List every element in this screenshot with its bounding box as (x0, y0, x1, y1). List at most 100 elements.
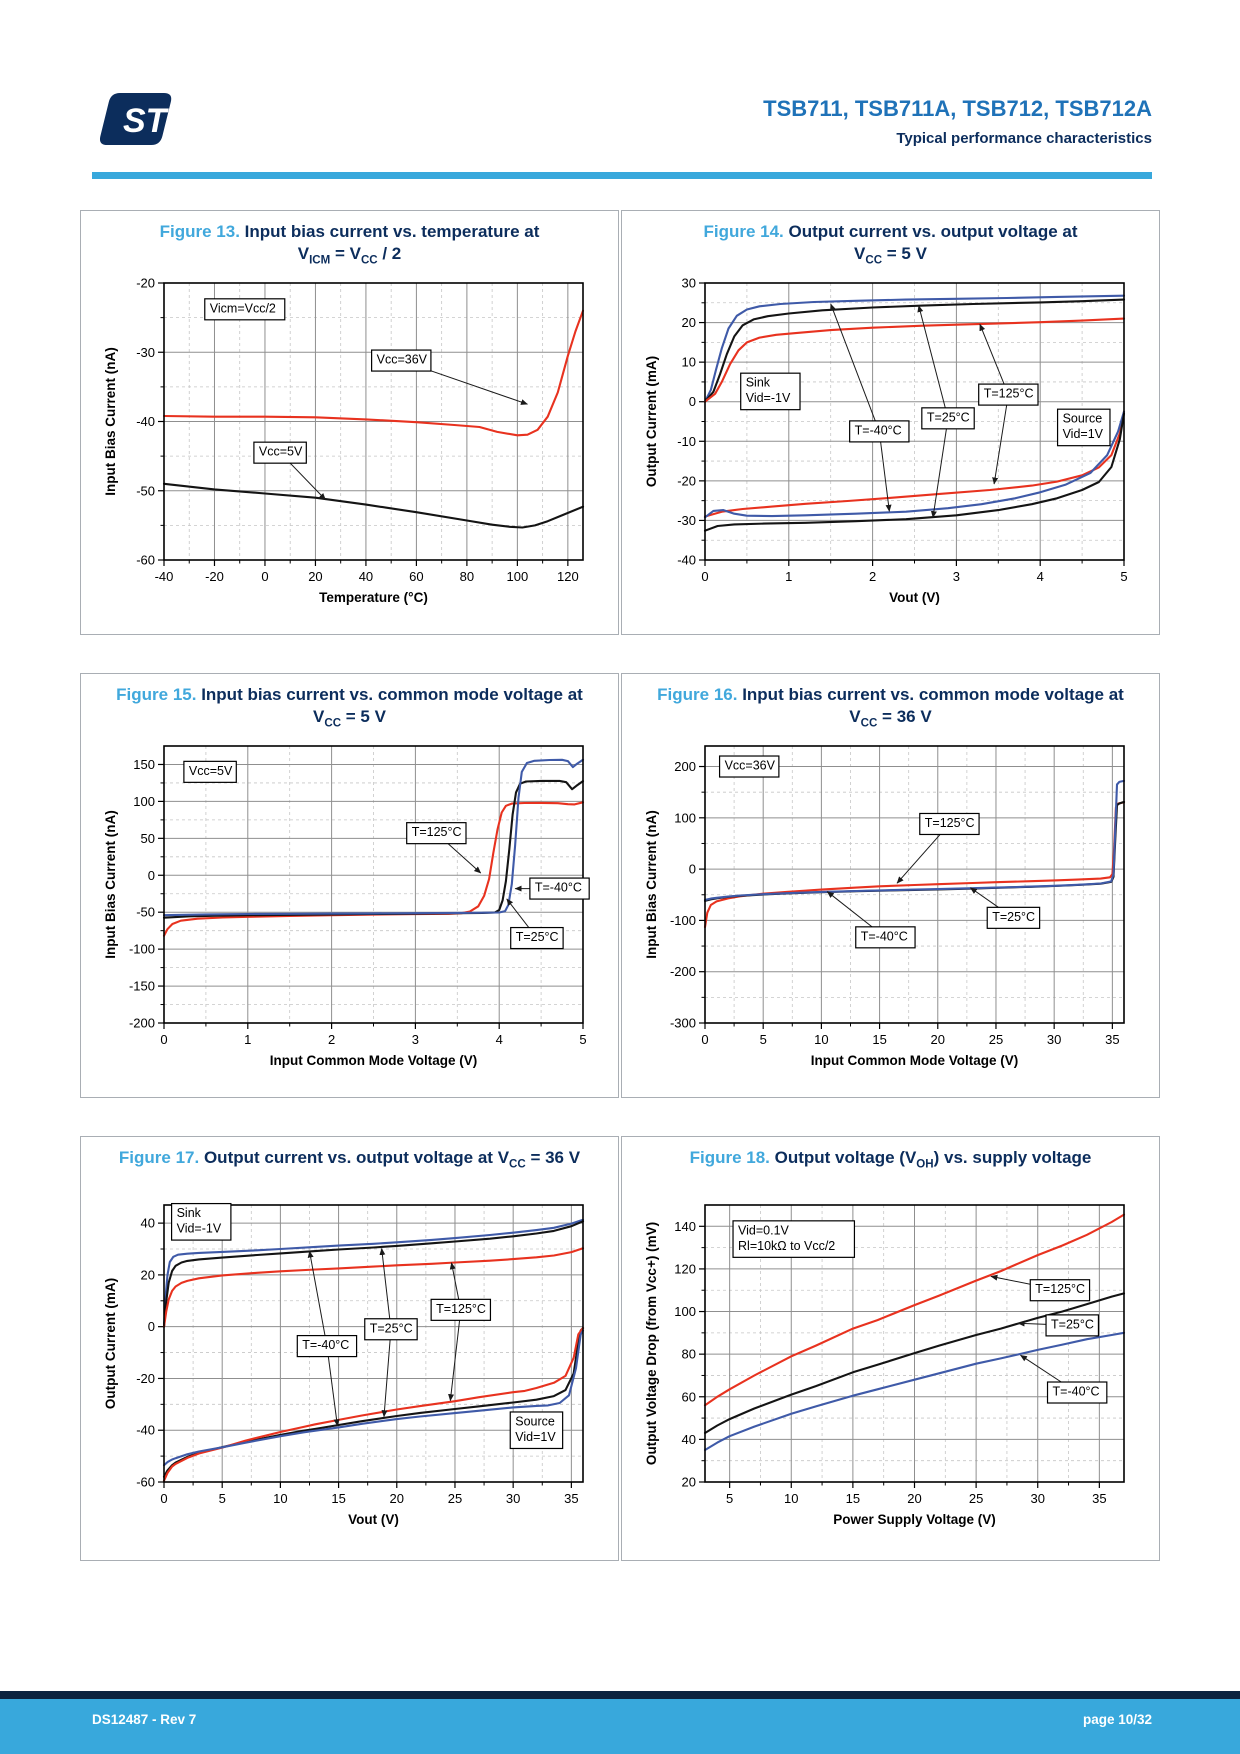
svg-text:-40: -40 (136, 414, 155, 429)
svg-text:-20: -20 (136, 1371, 155, 1386)
svg-text:35: 35 (1105, 1032, 1119, 1047)
svg-text:T=25°C: T=25°C (1051, 1317, 1094, 1331)
figure-13-title: Figure 13. Input bias current vs. temper… (160, 221, 540, 271)
figure-16-panel: Figure 16. Input bias current vs. common… (621, 673, 1160, 1098)
svg-text:Vout (V): Vout (V) (348, 1512, 399, 1527)
svg-text:0: 0 (261, 569, 268, 584)
svg-text:25: 25 (968, 1491, 982, 1506)
svg-text:4: 4 (495, 1032, 502, 1047)
svg-text:10: 10 (273, 1491, 287, 1506)
figure-14-chart: 0 1 2 3 4 5 30 20 10 0 -10 -20 -30 -40 Vout (V) Output … (641, 272, 1141, 615)
figure-14-title-text: Output current vs. output voltage at VCC … (783, 222, 1078, 267)
svg-text:100: 100 (674, 811, 696, 826)
svg-text:Vout (V): Vout (V) (889, 590, 940, 605)
svg-text:Input Bias Current (nA): Input Bias Current (nA) (103, 811, 118, 960)
svg-text:40: 40 (358, 569, 372, 584)
figure-18-title-text: Output voltage (VOH) vs. supply voltage (769, 1148, 1092, 1171)
svg-text:Output Current (mA): Output Current (mA) (103, 1278, 118, 1409)
svg-text:15: 15 (845, 1491, 859, 1506)
svg-text:Power Supply Voltage (V): Power Supply Voltage (V) (833, 1512, 996, 1527)
svg-text:T=125°C: T=125°C (411, 826, 461, 840)
st-logo: ST (99, 90, 174, 153)
svg-text:-50: -50 (136, 905, 155, 920)
figure-18-panel: Figure 18. Output voltage (VOH) vs. supp… (621, 1136, 1160, 1561)
svg-text:0: 0 (160, 1032, 167, 1047)
svg-text:Vid=-1V: Vid=-1V (745, 392, 790, 406)
svg-text:60: 60 (409, 569, 423, 584)
svg-text:150: 150 (133, 757, 155, 772)
svg-text:Rl=10kΩ to Vcc/2: Rl=10kΩ to Vcc/2 (738, 1239, 835, 1253)
figure-17-title: Figure 17. Output current vs. output vol… (119, 1147, 580, 1193)
svg-text:T=125°C: T=125°C (436, 1302, 486, 1316)
svg-text:-200: -200 (669, 965, 695, 980)
svg-text:-40: -40 (136, 1423, 155, 1438)
figures-grid: Figure 13. Input bias current vs. temper… (80, 210, 1160, 1561)
figure-18-label: Figure 18. (689, 1148, 770, 1167)
svg-text:Vid=1V: Vid=1V (515, 1430, 556, 1444)
svg-text:-40: -40 (677, 553, 696, 568)
svg-text:T=-40°C: T=-40°C (302, 1338, 349, 1352)
svg-text:T=-40°C: T=-40°C (534, 881, 581, 895)
svg-text:10: 10 (784, 1491, 798, 1506)
svg-text:0: 0 (147, 868, 154, 883)
figure-13-label: Figure 13. (159, 222, 240, 241)
svg-text:120: 120 (557, 569, 579, 584)
chart-canvas: -40 -20 0 20 40 60 80 100 120 -20 -30 -40 -50 -60 Temp… (103, 276, 584, 605)
svg-text:Source: Source (515, 1414, 555, 1428)
figure-13-chart: -40 -20 0 20 40 60 80 100 120 -20 -30 -40 -50 -60 Temp… (100, 272, 600, 615)
svg-text:Temperature (°C): Temperature (°C) (319, 590, 428, 605)
svg-text:Input Bias Current (nA): Input Bias Current (nA) (103, 348, 118, 497)
figure-17-panel: Figure 17. Output current vs. output vol… (80, 1136, 619, 1561)
svg-text:2: 2 (327, 1032, 334, 1047)
svg-text:Source: Source (1062, 412, 1102, 426)
chart-canvas: 0 1 2 3 4 5 30 20 10 0 -10 -20 -30 -40 Vout (V) Output … (644, 276, 1128, 606)
svg-text:80: 80 (459, 569, 473, 584)
svg-text:Vid=-1V: Vid=-1V (176, 1222, 221, 1236)
svg-text:T=25°C: T=25°C (926, 411, 969, 425)
svg-text:-50: -50 (136, 484, 155, 499)
figure-15-panel: Figure 15. Input bias current vs. common… (80, 673, 619, 1098)
document-subtitle: Typical performance characteristics (896, 130, 1152, 147)
svg-text:ST: ST (123, 102, 170, 140)
svg-text:20: 20 (140, 1267, 154, 1282)
svg-text:T=125°C: T=125°C (983, 387, 1033, 401)
svg-text:0: 0 (701, 569, 708, 584)
svg-text:140: 140 (674, 1219, 696, 1234)
header-rule (92, 172, 1152, 179)
svg-text:Input Common Mode Voltage (V): Input Common Mode Voltage (V) (810, 1053, 1017, 1068)
svg-text:-30: -30 (677, 513, 696, 528)
footer-doc-rev: DS12487 - Rev 7 (92, 1712, 197, 1727)
svg-text:T=25°C: T=25°C (515, 930, 558, 944)
figure-16-chart: 0 5 10 15 20 25 30 35 200 100 0 -100 -200 -300 Input C… (641, 735, 1141, 1078)
footer-page-number: page 10/32 (1082, 1712, 1152, 1727)
svg-text:30: 30 (1030, 1491, 1044, 1506)
svg-text:Output Current (mA): Output Current (mA) (644, 356, 659, 487)
figure-17-chart: 0 5 10 15 20 25 30 35 40 20 0 -20 -40 -60 Vout (V) Outp… (100, 1194, 600, 1537)
svg-text:Sink: Sink (176, 1206, 201, 1220)
svg-text:0: 0 (688, 862, 695, 877)
svg-text:35: 35 (1092, 1491, 1106, 1506)
svg-text:Vid=0.1V: Vid=0.1V (738, 1223, 790, 1237)
svg-text:60: 60 (681, 1389, 695, 1404)
svg-text:25: 25 (447, 1491, 461, 1506)
figure-16-title-text: Input bias current vs. common mode volta… (737, 685, 1124, 730)
svg-text:20: 20 (930, 1032, 944, 1047)
svg-text:20: 20 (681, 1475, 695, 1490)
svg-text:-300: -300 (669, 1016, 695, 1031)
svg-text:50: 50 (140, 831, 154, 846)
svg-text:1: 1 (244, 1032, 251, 1047)
svg-text:3: 3 (952, 569, 959, 584)
svg-text:-20: -20 (677, 474, 696, 489)
svg-text:200: 200 (674, 759, 696, 774)
svg-text:15: 15 (872, 1032, 886, 1047)
svg-text:Sink: Sink (745, 376, 770, 390)
svg-text:1: 1 (785, 569, 792, 584)
svg-text:-30: -30 (136, 345, 155, 360)
svg-text:100: 100 (133, 794, 155, 809)
svg-text:-100: -100 (128, 942, 154, 957)
document-title: TSB711, TSB711A, TSB712, TSB712A (763, 96, 1152, 121)
svg-text:20: 20 (389, 1491, 403, 1506)
svg-text:10: 10 (681, 355, 695, 370)
svg-text:80: 80 (681, 1347, 695, 1362)
